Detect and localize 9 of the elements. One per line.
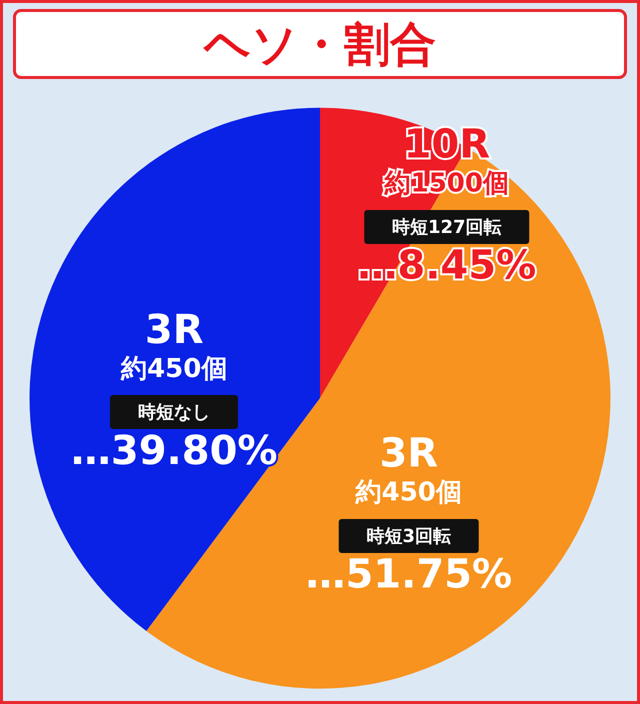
slice-label: 3R 約450個: [354, 430, 462, 508]
slice-label: 3R 約450個: [120, 307, 228, 384]
chart-title: ヘソ・割合: [13, 9, 627, 79]
data-label: …8.45%: [357, 242, 536, 289]
text: 時短127回転: [364, 210, 530, 244]
text: 時短なし: [110, 395, 238, 429]
data-label: …51.75%: [305, 552, 512, 598]
data-label: …39.80%: [70, 428, 278, 474]
text: 時短3回転: [338, 518, 480, 553]
